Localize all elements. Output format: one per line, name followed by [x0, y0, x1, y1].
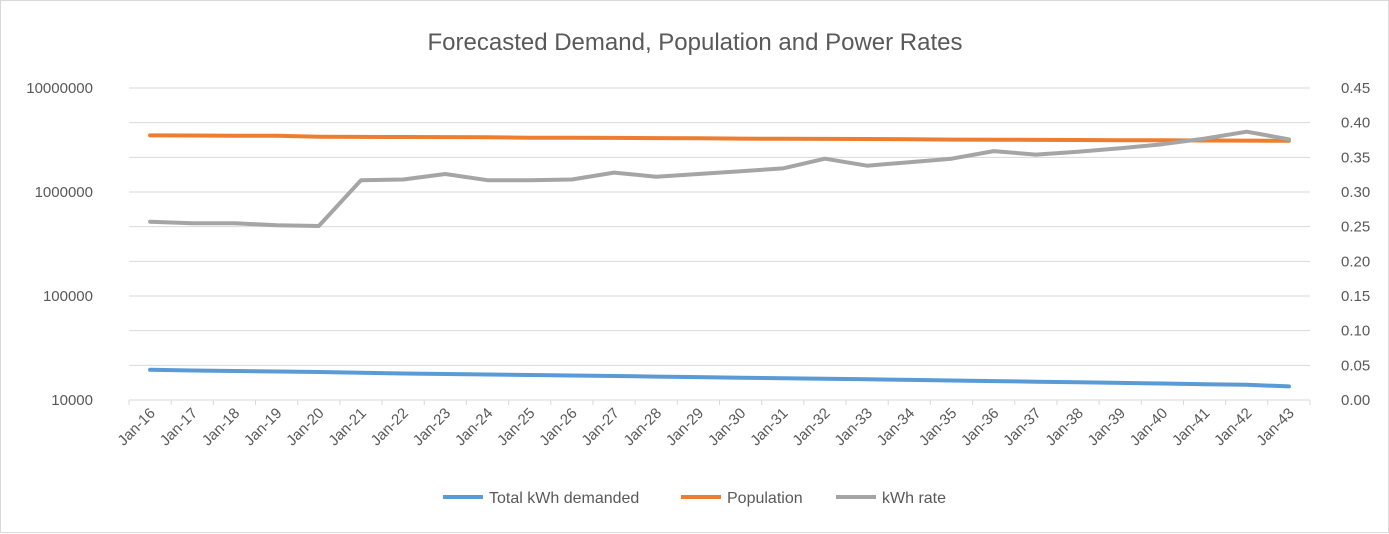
- x-axis-tick-label: Jan-16: [114, 405, 158, 449]
- x-axis-tick-label: Jan-31: [747, 405, 791, 449]
- x-axis-tick-label: Jan-28: [621, 405, 665, 449]
- x-axis-tick-label: Jan-39: [1085, 405, 1129, 449]
- series-lines: [148, 129, 1291, 389]
- left-axis-tick-label: 1000000: [35, 184, 93, 201]
- right-axis-tick-label: 0.40: [1341, 115, 1370, 132]
- legend-label: Total kWh demanded: [489, 490, 639, 507]
- right-axis-tick-label: 0.30: [1341, 184, 1370, 201]
- x-axis: Jan-16Jan-17Jan-18Jan-19Jan-20Jan-21Jan-…: [114, 399, 1311, 449]
- x-axis-tick-label: Jan-19: [241, 405, 285, 449]
- x-axis-tick-label: Jan-34: [874, 405, 918, 449]
- x-axis-tick-label: Jan-21: [325, 405, 369, 449]
- x-axis-tick-label: Jan-27: [578, 405, 622, 449]
- series-line-kwh-rate: [148, 129, 1291, 228]
- right-axis-tick-label: 0.00: [1341, 392, 1370, 409]
- x-axis-tick-label: Jan-26: [536, 405, 580, 449]
- x-axis-tick-label: Jan-25: [494, 405, 538, 449]
- x-axis-tick-label: Jan-35: [916, 405, 960, 449]
- right-axis-tick-label: 0.45: [1341, 80, 1370, 97]
- left-axis-tick-label: 10000: [51, 392, 93, 409]
- x-axis-tick-label: Jan-17: [157, 405, 201, 449]
- x-axis-tick-label: Jan-20: [283, 405, 327, 449]
- chart-title: Forecasted Demand, Population and Power …: [428, 29, 963, 56]
- x-axis-tick-label: Jan-43: [1253, 405, 1297, 449]
- x-axis-tick-label: Jan-42: [1211, 405, 1255, 449]
- left-axis-tick-label: 100000: [43, 288, 93, 305]
- x-axis-tick-label: Jan-32: [789, 405, 833, 449]
- x-axis-tick-label: Jan-24: [452, 405, 496, 449]
- legend-label: Population: [727, 490, 803, 507]
- x-axis-tick-label: Jan-36: [958, 405, 1002, 449]
- right-axis-tick-label: 0.35: [1341, 149, 1370, 166]
- right-axis-tick-label: 0.10: [1341, 323, 1370, 340]
- series-line-total-kwh-demanded: [148, 367, 1291, 389]
- x-axis-tick-label: Jan-23: [410, 405, 454, 449]
- legend-label: kWh rate: [882, 490, 946, 507]
- right-axis-tick-label: 0.20: [1341, 253, 1370, 270]
- legend: Total kWh demanded Population kWh rate: [443, 490, 946, 507]
- x-axis-tick-label: Jan-18: [199, 405, 243, 449]
- series-line-population: [148, 133, 1291, 143]
- x-axis-tick-label: Jan-38: [1042, 405, 1086, 449]
- right-axis-tick-label: 0.15: [1341, 288, 1370, 305]
- gridlines: [129, 87, 1310, 401]
- right-axis-tick-label: 0.25: [1341, 219, 1370, 236]
- x-axis-tick-label: Jan-37: [1000, 405, 1044, 449]
- left-axis: 10000 100000 1000000 10000000: [26, 80, 93, 409]
- right-axis-tick-label: 0.05: [1341, 357, 1370, 374]
- x-axis-tick-label: Jan-41: [1169, 405, 1213, 449]
- right-axis: 0.00 0.05 0.10 0.15 0.20 0.25 0.30 0.35 0.40 0.45: [1341, 80, 1370, 409]
- left-axis-tick-label: 10000000: [26, 80, 93, 97]
- x-axis-tick-label: Jan-33: [831, 405, 875, 449]
- x-axis-tick-label: Jan-29: [663, 405, 707, 449]
- x-axis-tick-label: Jan-40: [1127, 405, 1171, 449]
- x-axis-tick-label: Jan-22: [368, 405, 412, 449]
- x-axis-tick-label: Jan-30: [705, 405, 749, 449]
